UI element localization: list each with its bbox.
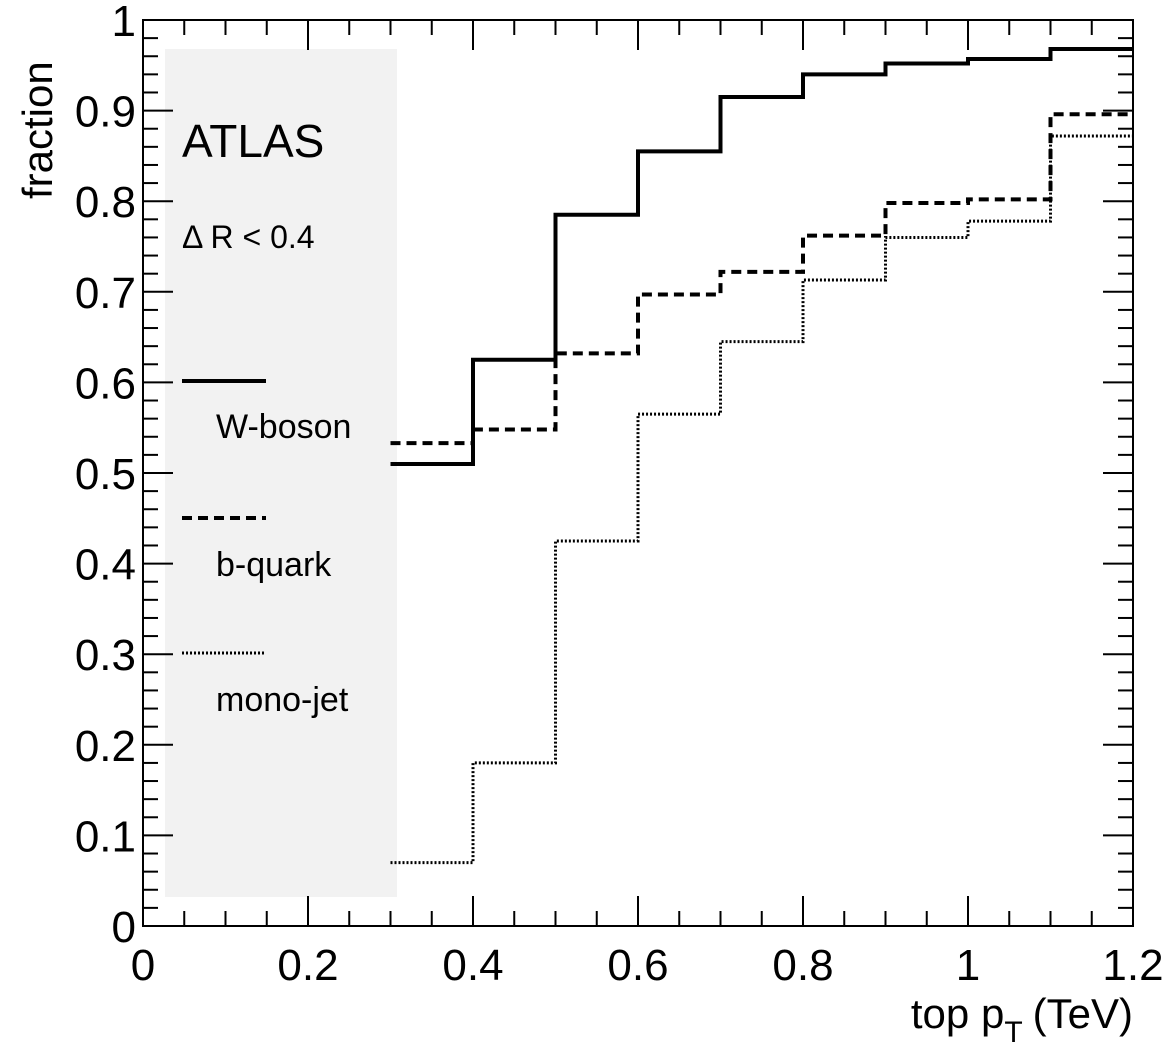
series-layer <box>390 46 1133 865</box>
series-w-boson <box>390 46 1133 466</box>
legend-cut: Δ R < 0.4 <box>182 219 315 255</box>
y-tick-label: 0 <box>112 903 136 952</box>
x-tick-label: 0.4 <box>442 941 503 990</box>
series-mono-jet <box>390 134 1133 865</box>
legend: ATLAS Δ R < 0.4 W-boson b-quark mono-jet <box>182 115 351 719</box>
y-tick-label: 1 <box>112 0 136 46</box>
y-tick-label: 0.2 <box>75 722 136 771</box>
x-tick-label: 1.2 <box>1102 941 1163 990</box>
y-tick-label: 0.6 <box>75 359 136 408</box>
legend-background <box>165 49 397 897</box>
x-tick-label: 0.6 <box>607 941 668 990</box>
y-tick-label: 0.9 <box>75 88 136 137</box>
legend-label-mono-jet: mono-jet <box>216 681 349 719</box>
y-tick-label: 0.3 <box>75 631 136 680</box>
y-tick-label: 0.7 <box>75 269 136 318</box>
y-tick-label: 0.4 <box>75 541 136 590</box>
x-axis-title-main: top p <box>911 990 1004 1037</box>
x-tick-label: 0 <box>131 941 155 990</box>
x-axis-title-unit: (TeV) <box>1033 990 1133 1037</box>
legend-experiment: ATLAS <box>182 115 324 167</box>
x-axis-title-subscript: T <box>1004 1016 1022 1049</box>
y-tick-label: 0.1 <box>75 812 136 861</box>
labels-layer: 0 0.2 0.4 0.6 0.8 1 1.2 0 0.1 0.2 0.3 0.4 0.5 0.6 0.7 0… <box>75 0 1164 990</box>
axes-layer <box>142 19 1134 927</box>
x-axis-title: top pT (TeV) <box>911 990 1133 1049</box>
y-axis-title: fraction <box>14 61 61 199</box>
x-tick-label: 1 <box>956 941 980 990</box>
legend-label-b-quark: b-quark <box>216 546 332 584</box>
x-tick-label: 0.2 <box>277 941 338 990</box>
y-tick-label: 0.8 <box>75 178 136 227</box>
legend-label-w-boson: W-boson <box>216 408 351 446</box>
y-tick-label: 0.5 <box>75 450 136 499</box>
x-tick-label: 0.8 <box>772 941 833 990</box>
series-b-quark <box>390 112 1133 446</box>
